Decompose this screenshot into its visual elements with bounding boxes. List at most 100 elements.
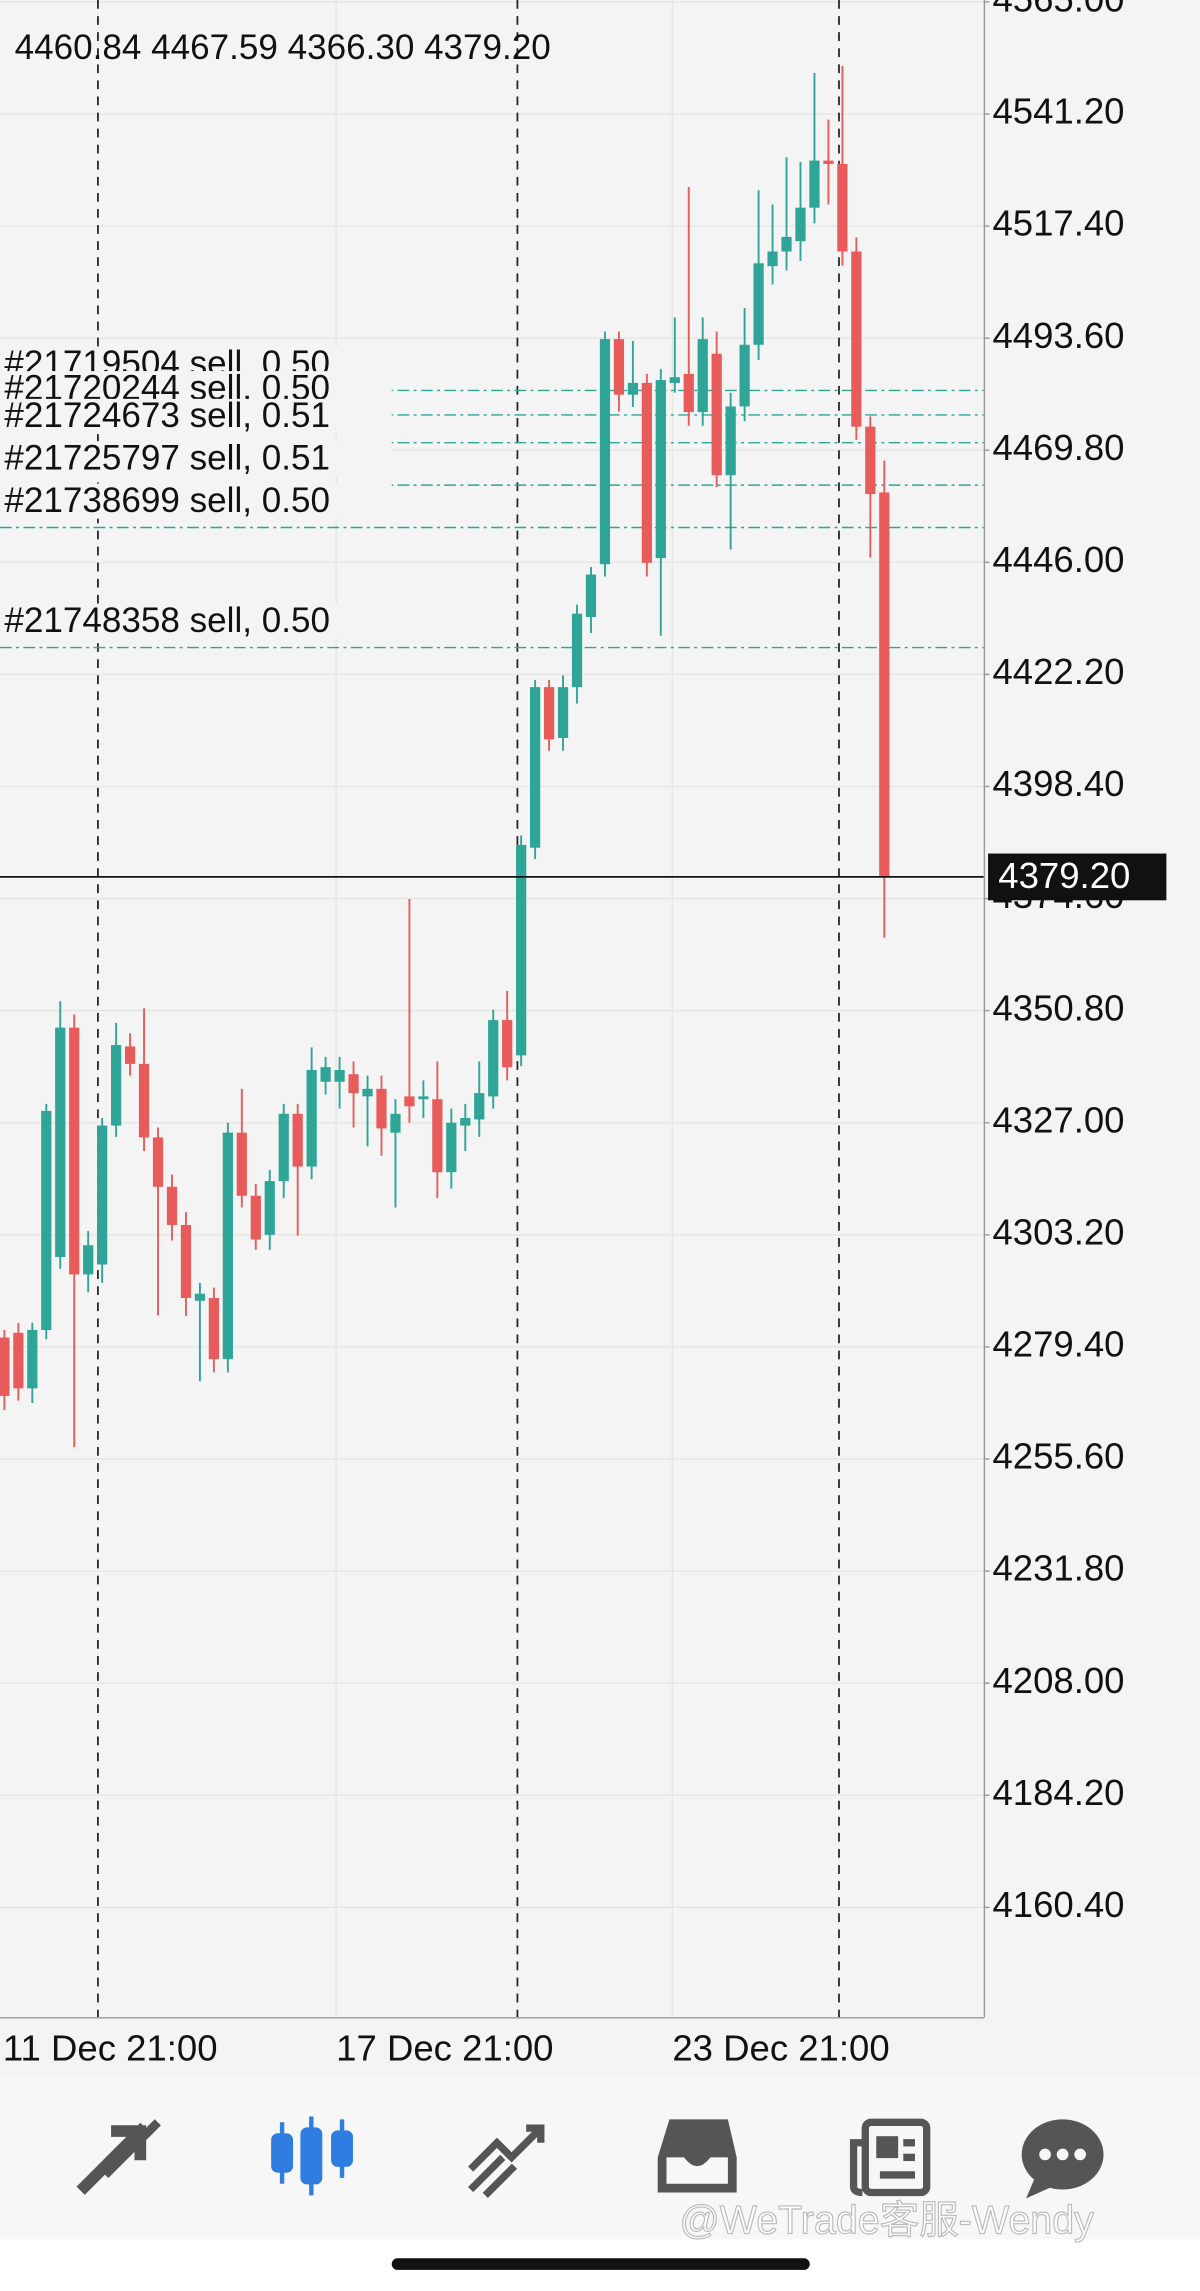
- order-label: #21738699 sell, 0.50: [4, 481, 330, 520]
- order-label-bg: [0, 483, 392, 519]
- candle-body: [306, 1070, 317, 1167]
- candle-body: [250, 1195, 261, 1240]
- candle-body: [334, 1070, 345, 1082]
- y-tick-label: 4517.40: [992, 203, 1124, 244]
- candle-body: [264, 1181, 275, 1235]
- candle-body: [111, 1045, 122, 1126]
- order-label: #21725797 sell, 0.51: [4, 439, 330, 478]
- candle-body: [655, 380, 666, 559]
- candle-body: [138, 1063, 150, 1138]
- order-label-bg: [0, 603, 392, 639]
- inbox-icon[interactable]: [657, 2119, 737, 2193]
- candle-body: [613, 339, 625, 395]
- candle-body: [739, 344, 750, 407]
- news-icon[interactable]: [849, 2118, 931, 2197]
- y-tick-label: 4208.00: [992, 1660, 1124, 1701]
- candle-body: [530, 687, 541, 848]
- candle-body: [460, 1118, 471, 1126]
- candles-layer: [0, 65, 890, 1448]
- candle-body: [725, 406, 736, 476]
- candle-body: [865, 426, 876, 495]
- candle-body: [69, 1027, 80, 1275]
- candle-body: [208, 1297, 220, 1360]
- order-label: #21724673 sell, 0.51: [4, 396, 330, 435]
- candle-body: [488, 1020, 499, 1097]
- candle-body: [557, 687, 569, 738]
- candle-body: [83, 1245, 94, 1275]
- candle-body: [585, 574, 597, 617]
- candle-body: [376, 1088, 387, 1129]
- candle-body: [823, 160, 834, 164]
- candle-body: [194, 1293, 206, 1301]
- candle-body: [320, 1067, 331, 1082]
- y-tick-label: 4350.80: [992, 987, 1124, 1028]
- candle-body: [236, 1132, 247, 1196]
- candle-body: [97, 1125, 108, 1265]
- separator-layer: [97, 0, 840, 2018]
- y-tick-label: 4279.40: [992, 1324, 1124, 1365]
- candle-body: [795, 207, 806, 242]
- candle-body: [432, 1099, 443, 1173]
- candle-body: [418, 1096, 429, 1100]
- candle-body: [152, 1137, 164, 1187]
- candle-body: [599, 339, 611, 565]
- trade-icon[interactable]: [76, 2119, 161, 2195]
- ohlc-header: 4460.84 4467.59 4366.30 4379.20: [15, 28, 551, 67]
- y-tick-label: 4303.20: [992, 1211, 1124, 1252]
- y-tick-label: 4398.40: [992, 763, 1124, 804]
- candle-body: [55, 1027, 66, 1257]
- candle-body: [837, 163, 848, 252]
- candle-body: [124, 1046, 136, 1064]
- chart-icon[interactable]: [271, 2116, 353, 2196]
- candle-body: [767, 251, 778, 267]
- candle-body: [571, 613, 583, 688]
- candle-body: [683, 373, 694, 413]
- candle-body: [0, 1337, 10, 1396]
- candle-body: [13, 1332, 24, 1389]
- candle-body: [669, 377, 680, 383]
- candle-body: [543, 687, 555, 740]
- candle-body: [390, 1113, 401, 1133]
- y-tick-label: 4446.00: [992, 539, 1124, 580]
- candle-body: [781, 236, 792, 252]
- candle-body: [502, 1020, 513, 1068]
- y-tick-label: 4469.80: [992, 427, 1124, 468]
- home-indicator: [391, 2258, 810, 2270]
- candle-body: [41, 1110, 52, 1330]
- candle-body: [809, 160, 820, 208]
- candle-body: [474, 1093, 485, 1120]
- candle-body: [348, 1074, 359, 1094]
- candle-body: [851, 251, 862, 427]
- y-tick-label: 4184.20: [992, 1772, 1124, 1813]
- chat-icon[interactable]: [1021, 2119, 1104, 2199]
- candle-body: [627, 382, 639, 395]
- candle-body: [446, 1122, 457, 1173]
- x-tick-label: 23 Dec 21:00: [672, 2027, 889, 2068]
- candle-body: [362, 1088, 373, 1097]
- candle-body: [516, 844, 527, 1056]
- trend-icon[interactable]: [468, 2124, 545, 2198]
- toolbar-bg: [0, 2078, 1200, 2240]
- orders-layer: #21719504 sell, 0.50#21720244 sell, 0.50…: [0, 344, 984, 649]
- last-price-box: [988, 853, 1167, 901]
- order-label-bg: [0, 398, 392, 434]
- candle-body: [879, 492, 890, 877]
- y-tick-label: 4160.40: [992, 1884, 1124, 1925]
- axis-layer: 4565.00 4541.20 4517.40 4493.60 4469.80 4446.…: [0, 0, 1167, 2068]
- candle-body: [292, 1113, 303, 1167]
- y-tick-label: 4255.60: [992, 1436, 1124, 1477]
- candle-body: [753, 263, 764, 345]
- candle-body: [404, 1096, 415, 1107]
- watermark: @WeTrade客服-Wendy: [680, 2199, 1095, 2243]
- candle-body: [278, 1113, 289, 1182]
- candle-body: [222, 1132, 233, 1360]
- candle-body: [711, 353, 722, 476]
- order-label-bg: [0, 441, 392, 477]
- x-tick-label: 17 Dec 21:00: [336, 2027, 553, 2068]
- candle-body: [180, 1224, 192, 1298]
- candle-body: [641, 382, 652, 563]
- last-price-label: 4379.20: [998, 855, 1130, 896]
- order-label: #21748358 sell, 0.50: [4, 601, 330, 640]
